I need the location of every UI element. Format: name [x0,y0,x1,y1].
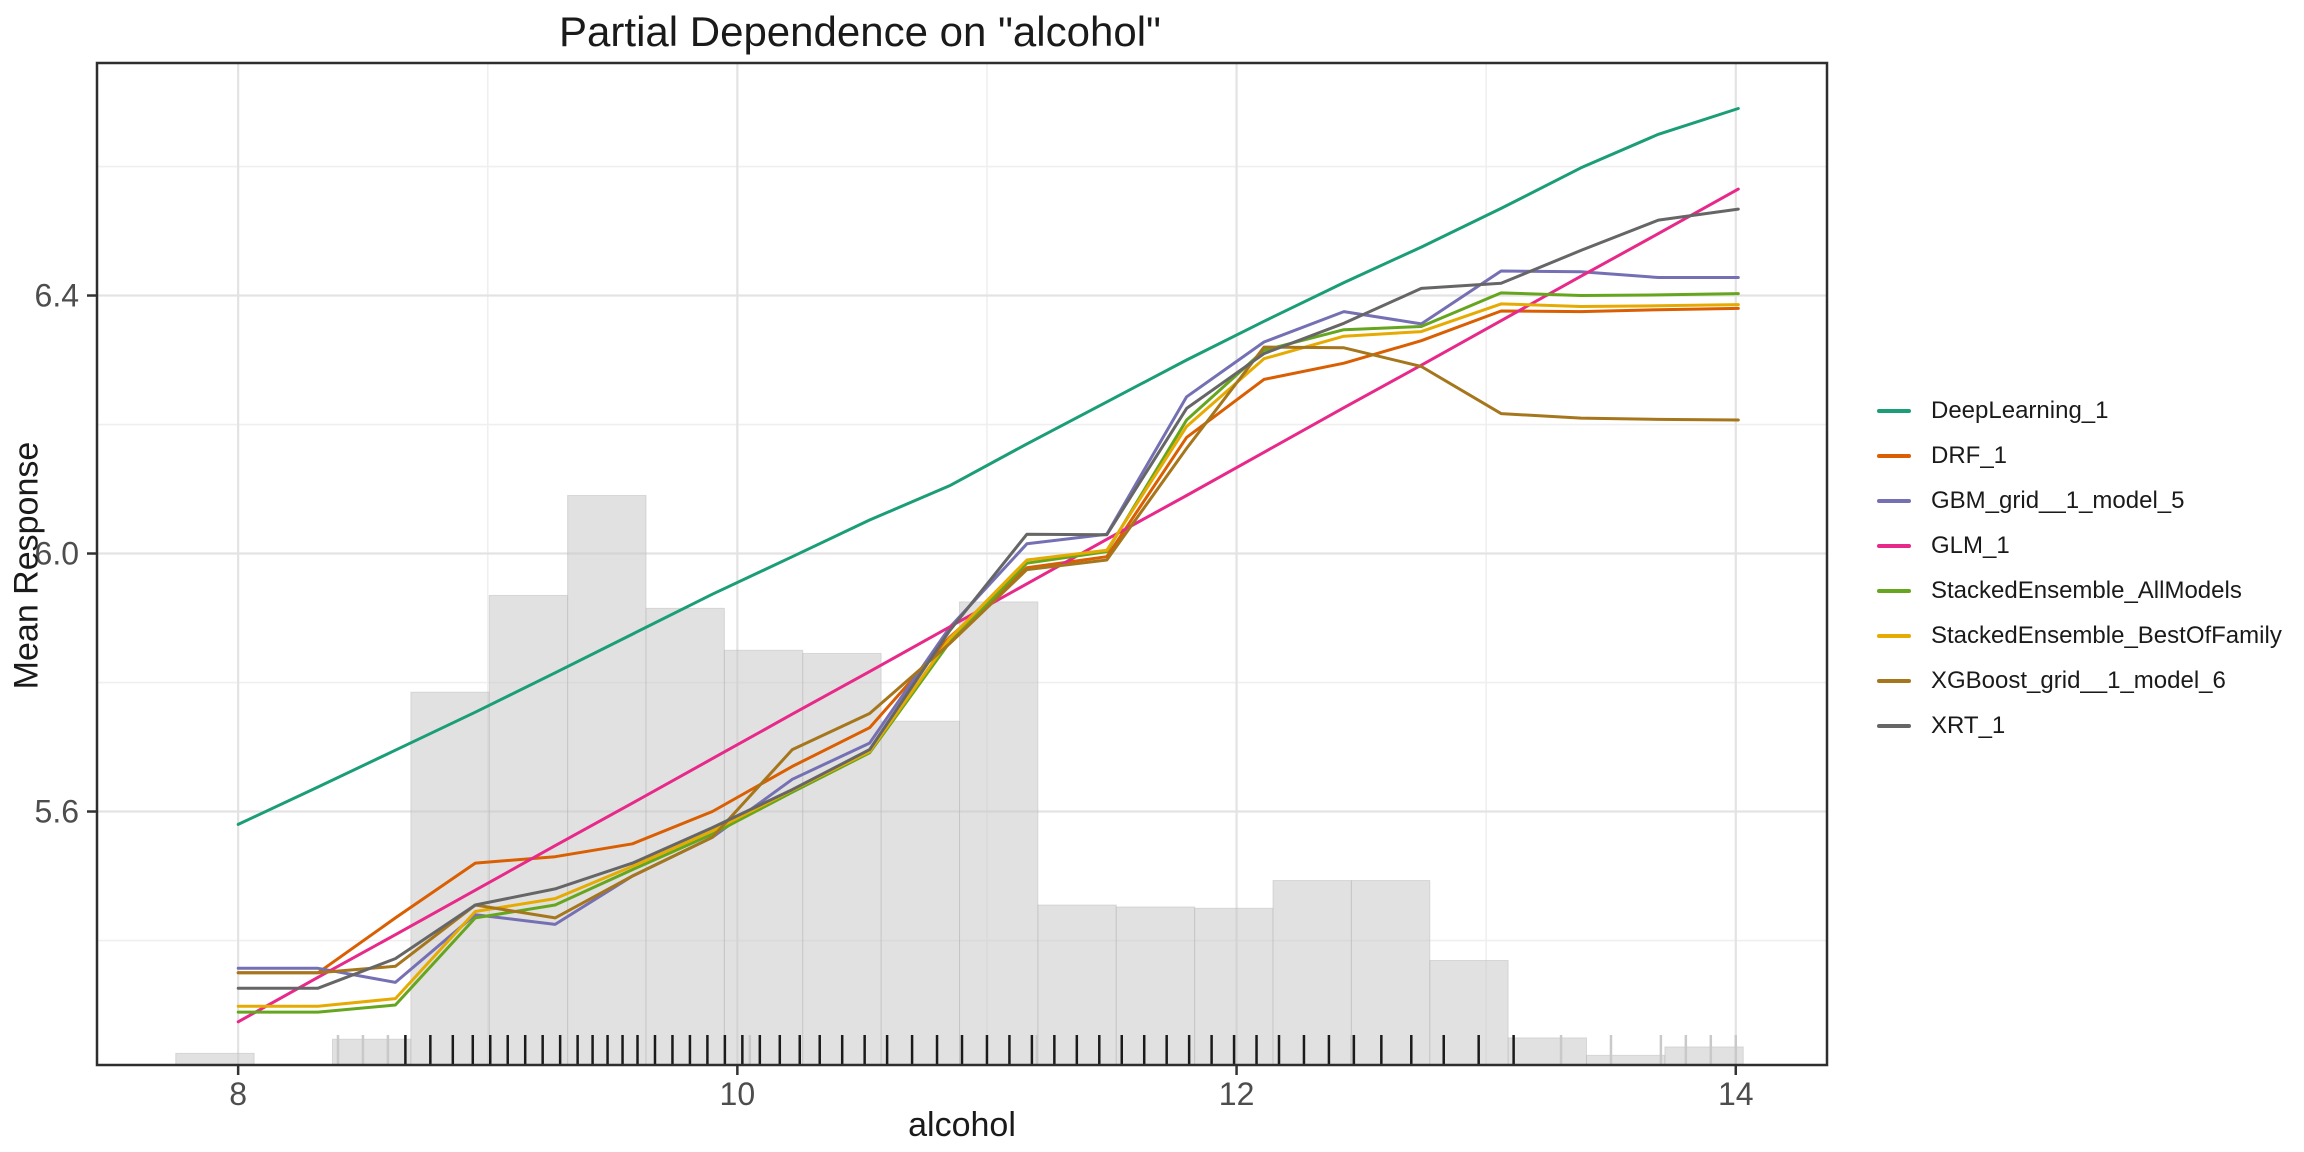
y-tick-label: 6.0 [35,536,79,572]
histogram-bar [1664,1046,1744,1066]
legend: DeepLearning_1 DRF_1 GBM_grid__1_model_5 GL… [1877,388,2282,748]
legend-item: DeepLearning_1 [1877,388,2282,433]
legend-item: StackedEnsemble_BestOfFamily [1877,613,2282,658]
series-line-DeepLearning_1 [236,107,1740,826]
histogram-bar [802,652,882,1066]
legend-item: GBM_grid__1_model_5 [1877,478,2282,523]
x-tick-label: 14 [1718,1076,1754,1112]
x-tick-label: 10 [720,1076,756,1112]
series-line-StackedEnsemble_AllModels [236,291,1740,1014]
histogram-bar [1115,906,1196,1066]
x-axis-title: alcohol [908,1106,1016,1144]
legend-key-line [1877,588,1911,593]
legend-key-line [1877,408,1911,413]
legend-key-line [1877,543,1911,548]
histogram-bar [1272,880,1352,1066]
legend-label: DeepLearning_1 [1931,396,2109,424]
series-line-XGBoost_grid__1_model_6 [236,345,1740,975]
histogram-bar [880,720,961,1066]
histogram-bar [723,649,804,1066]
histogram-bar [959,601,1039,1066]
legend-key-line [1877,633,1911,638]
series-line-XRT_1 [236,207,1740,990]
legend-item: XGBoost_grid__1_model_6 [1877,658,2282,703]
y-axis-title: Mean Response [7,441,46,690]
histogram-bar [175,1052,255,1066]
histogram-bar [1507,1037,1588,1066]
legend-label: XRT_1 [1931,711,2006,739]
x-tick-label: 8 [229,1076,247,1112]
y-tick-label: 5.6 [35,794,79,830]
histogram-bar [488,594,569,1066]
legend-key-line [1877,723,1911,728]
panel-border [95,61,1829,1067]
histogram-bar [1429,960,1509,1066]
legend-item: StackedEnsemble_AllModels [1877,568,2282,613]
histogram-bar [1350,880,1431,1066]
legend-label: DRF_1 [1931,441,2008,469]
y-tick-label: 6.4 [35,278,79,314]
legend-key-line [1877,678,1911,683]
legend-label: GLM_1 [1931,531,2010,559]
legend-key-line [1877,453,1911,458]
legend-label: StackedEnsemble_AllModels [1931,576,2242,604]
series-line-StackedEnsemble_BestOfFamily [236,302,1740,1008]
legend-key-line [1877,498,1911,503]
histogram-bar [567,494,647,1066]
histogram-bar [1586,1054,1666,1066]
legend-label: XGBoost_grid__1_model_6 [1931,666,2226,694]
histogram-bar [332,1038,412,1066]
legend-item: DRF_1 [1877,433,2282,478]
x-tick-label: 12 [1219,1076,1255,1112]
legend-label: GBM_grid__1_model_5 [1931,486,2185,514]
legend-item: XRT_1 [1877,703,2282,748]
legend-item: GLM_1 [1877,523,2282,568]
chart-title: Partial Dependence on "alcohol" [559,8,1161,55]
legend-label: StackedEnsemble_BestOfFamily [1931,621,2282,649]
